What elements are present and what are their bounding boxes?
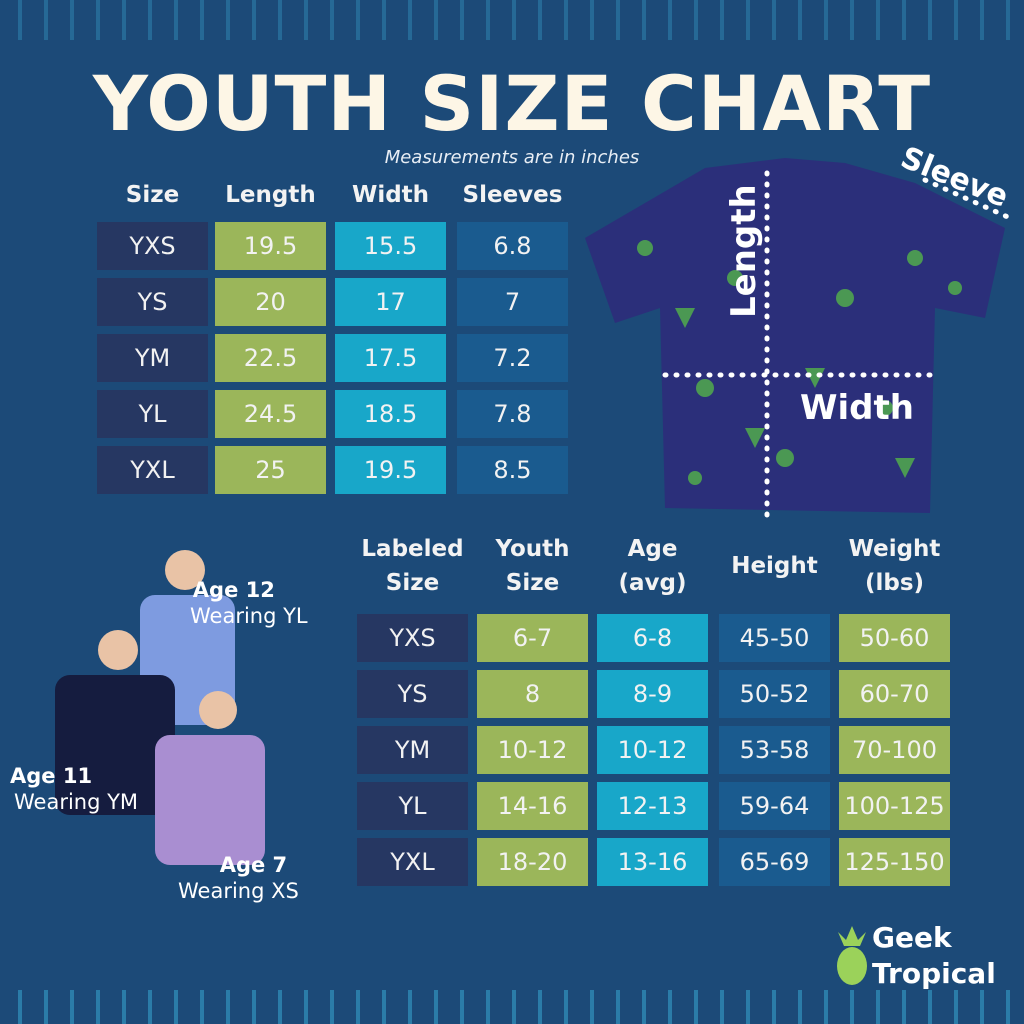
table-cell: 6-7 [477,614,588,662]
table-cell: 70-100 [839,726,950,774]
table-cell: 45-50 [719,614,830,662]
table-cell: YM [97,334,208,382]
table-cell: YXS [97,222,208,270]
table-cell: 17.5 [335,334,446,382]
geek-tropical-logo: Geek Tropical [834,922,1014,994]
table-cell: YL [357,782,468,830]
table-cell: 100-125 [839,782,950,830]
table-cell: 8.5 [457,446,568,494]
ruler-decoration-bottom [0,990,1024,1024]
table-cell: 22.5 [215,334,326,382]
table-cell: 50-52 [719,670,830,718]
table-cell: 15.5 [335,222,446,270]
shirt-diagram [585,158,1013,520]
column-header: Height [731,553,818,579]
table-cell: 7.8 [457,390,568,438]
table-cell: YXL [357,838,468,886]
column-header: Labeled Size [361,536,464,596]
table-cell: 7 [457,278,568,326]
column-header: Youth Size [495,536,570,596]
table-cell: YM [357,726,468,774]
ruler-decoration-top [0,0,1024,40]
table-cell: 12-13 [597,782,708,830]
table-cell: 6.8 [457,222,568,270]
column-header: Sleeves [462,182,563,208]
table-cell: 20 [215,278,326,326]
table-cell: 14-16 [477,782,588,830]
table-cell: 65-69 [719,838,830,886]
table-cell: 8-9 [597,670,708,718]
table-cell: 24.5 [215,390,326,438]
table-cell: 6-8 [597,614,708,662]
column-header: Age (avg) [618,536,687,596]
model-age11: Age 11 Wearing YM [10,764,139,814]
table-cell: 10-12 [597,726,708,774]
kids-photo [55,550,265,865]
width-label: Width [800,388,914,428]
column-header: Size [125,182,180,208]
table-cell: 17 [335,278,446,326]
table-cell: YXS [357,614,468,662]
page-title: YOUTH SIZE CHART [92,59,932,148]
table-cell: 53-58 [719,726,830,774]
subtitle: Measurements are in inches [384,147,640,168]
table-cell: YS [357,670,468,718]
table-cell: 59-64 [719,782,830,830]
table-cell: 50-60 [839,614,950,662]
table-cell: 18-20 [477,838,588,886]
table-cell: 19.5 [335,446,446,494]
column-header: Weight (lbs) [848,536,941,596]
pineapple-icon [837,926,867,985]
table-cell: YL [97,390,208,438]
table-cell: 25 [215,446,326,494]
table-cell: 125-150 [839,838,950,886]
table-cell: 18.5 [335,390,446,438]
model-age7: Age 7 Wearing XS [178,853,299,903]
table-cell: YXL [97,446,208,494]
table-cell: 8 [477,670,588,718]
table-cell: 13-16 [597,838,708,886]
table-cell: 19.5 [215,222,326,270]
logo-line2: Tropical [872,957,996,990]
table-cell: YS [97,278,208,326]
table-cell: 10-12 [477,726,588,774]
model-age12: Age 12 Wearing YL [190,578,308,628]
column-header: Width [351,182,430,208]
length-label: Length [724,184,764,318]
column-header: Length [225,182,316,208]
logo-line1: Geek [872,921,952,954]
table-cell: 7.2 [457,334,568,382]
table-cell: 60-70 [839,670,950,718]
